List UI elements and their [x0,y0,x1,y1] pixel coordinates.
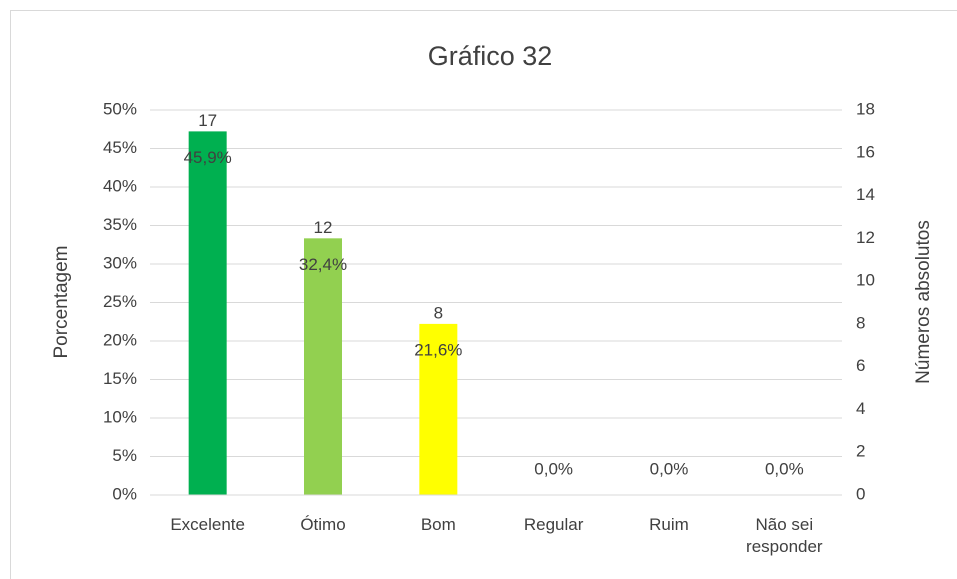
y-tick-label: 25% [103,292,137,311]
y-tick-label: 50% [103,99,137,118]
y2-tick-label: 18 [856,99,875,118]
y2-tick-label: 14 [856,185,875,204]
percent-label: 0,0% [650,459,689,478]
x-tick-label: Regular [523,515,584,534]
y2-tick-label: 4 [856,399,865,418]
y2-tick-label: 12 [856,228,875,247]
count-label: 8 [434,303,443,322]
count-label: 17 [198,111,217,130]
x-tick-label-box: Bom [420,515,456,534]
y-tick-label: 15% [103,369,137,388]
y-tick-label: 40% [103,176,137,195]
y-tick-label: 30% [103,253,137,272]
y-axis-label: Porcentagem [51,245,72,358]
y-tick-label: 10% [103,407,137,426]
y2-tick-label: 16 [856,142,875,161]
percent-label: 0,0% [534,459,573,478]
y2-tick-label: 8 [856,313,865,332]
chart-frame [10,10,957,579]
chart-title: Gráfico 32 [428,41,553,71]
y2-tick-label: 0 [856,484,865,503]
bar [419,323,458,495]
y2-tick-label: 2 [856,442,865,461]
x-tick-label: Ruim [649,515,689,534]
y2-tick-label: 6 [856,356,865,375]
percent-label: 21,6% [414,340,462,359]
y2-axis-label: Números absolutos [913,220,934,384]
x-tick-label-box: Não sei responder [746,515,823,556]
percent-label: 32,4% [299,255,347,274]
y-tick-label: 5% [112,446,137,465]
y2-tick-label: 10 [856,271,875,290]
bar [188,131,227,495]
y-tick-label: 20% [103,330,137,349]
percent-label: 0,0% [765,459,804,478]
x-tick-label: Excelente [170,515,245,534]
x-tick-label: Não sei responder [746,515,823,556]
x-tick-label: Ótimo [300,515,346,534]
x-tick-label-box: Excelente [170,515,245,534]
y-tick-label: 45% [103,138,137,157]
y-tick-label: 0% [112,484,137,503]
x-tick-label: Bom [420,515,456,534]
bar [304,238,342,496]
percent-label: 45,9% [184,148,232,167]
x-tick-label-box: Ruim [649,515,689,534]
x-tick-label-box: Ótimo [300,515,346,534]
x-tick-label-box: Regular [523,515,584,534]
count-label: 12 [314,218,333,237]
y-tick-label: 35% [103,215,137,234]
